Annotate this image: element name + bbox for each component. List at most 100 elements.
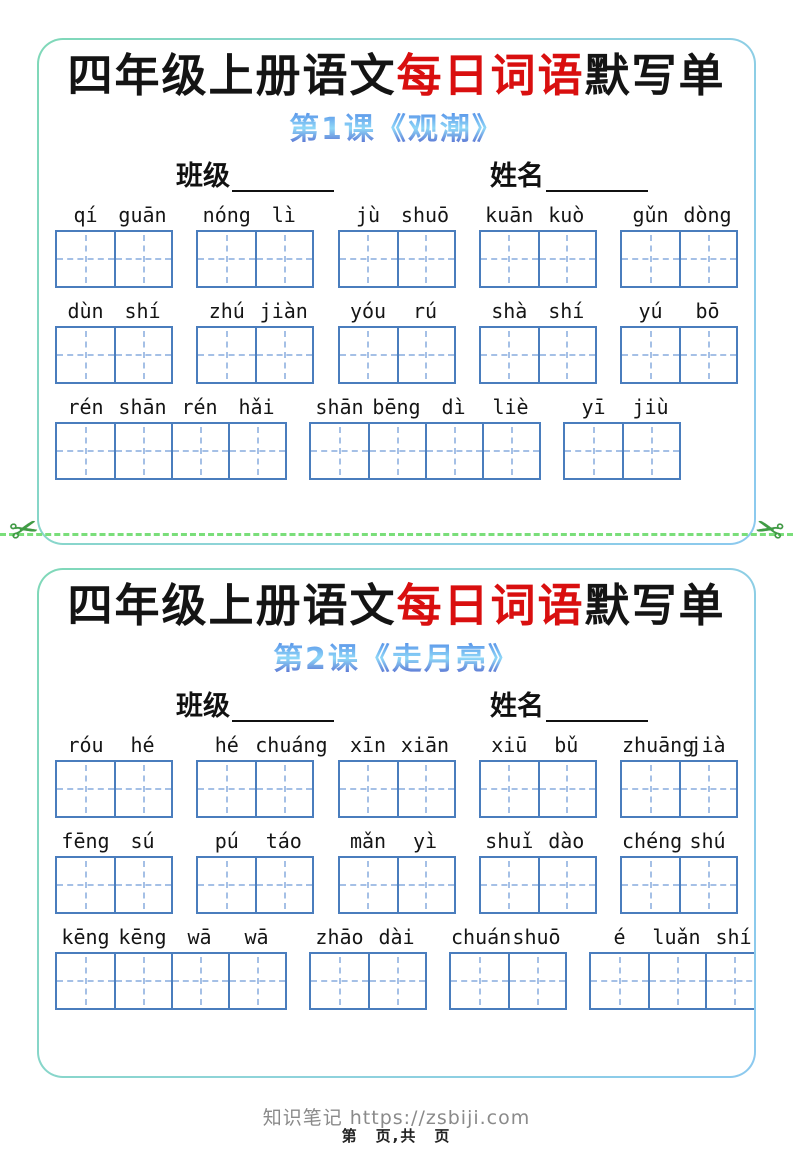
writing-cell [339, 762, 397, 816]
pinyin-label: nóng lì [198, 203, 314, 227]
writing-cell [396, 857, 454, 912]
pinyin-syllable: xīn [349, 732, 387, 757]
word-row: kēng kēng wā wā zhāo dài chuán shuō é luǎn shí [55, 924, 754, 1010]
word-block: yóu rú [337, 298, 456, 384]
word-block: rén shān rén hǎi [55, 395, 287, 480]
pinyin-label: kuān kuò [481, 203, 597, 227]
pinyin-syllable: chuán [451, 924, 512, 949]
word-block: xīn xiān [337, 732, 456, 818]
writing-cell [255, 231, 313, 286]
pinyin-syllable: kēng [118, 924, 167, 949]
word-row: dùn shí zhú jiàn yóu rú shà shí yú bō [55, 299, 738, 384]
pinyin-syllable: rén [67, 394, 104, 419]
writing-grid [563, 421, 681, 480]
pinyin-syllable: yì [412, 828, 438, 853]
name-blank-line [546, 162, 648, 192]
pinyin-label: xiū bǔ [481, 733, 597, 757]
name-label: 姓名 [490, 161, 544, 193]
writing-cell [537, 231, 595, 286]
pinyin-syllable: pú [214, 828, 239, 853]
word-block: chéng shú [620, 829, 738, 914]
lesson-subtitle: 第1课《观潮》 [55, 104, 738, 148]
word-block: shuǐ dào [478, 829, 597, 914]
writing-cell [396, 327, 454, 382]
word-block: hé chuáng [196, 732, 328, 818]
pinyin-label: rén shān rén hǎi [57, 395, 287, 419]
writing-grid [589, 951, 754, 1010]
writing-cell [114, 231, 171, 286]
name-label: 姓名 [490, 691, 544, 723]
pinyin-syllable: hǎi [238, 394, 275, 419]
pinyin-syllable: chuáng [255, 732, 328, 757]
pinyin-syllable: gǔn [632, 202, 669, 227]
word-grid-rows: róu hé hé chuáng xīn xiān xiū bǔ zhuāng jià fēng sú… [55, 732, 754, 1010]
writing-cell [114, 327, 171, 382]
pinyin-syllable: rú [412, 298, 438, 323]
writing-cell [622, 858, 679, 912]
worksheet-card-inner: 四年级上册语文每日词语默写单 第2课《走月亮》 班级 姓名 róu hé hé chu… [39, 570, 754, 1076]
word-row: qí guān nóng lì jù shuō kuān kuò gǔn dòng [55, 203, 738, 288]
pinyin-syllable: shí [124, 298, 161, 323]
writing-grid [478, 855, 597, 914]
writing-cell [622, 762, 679, 816]
pinyin-label: zhú jiàn [198, 299, 314, 323]
writing-grid [196, 229, 315, 288]
writing-grid [478, 759, 597, 818]
writing-cell [198, 858, 256, 912]
writing-cell [339, 232, 397, 286]
student-info-row: 班级 姓名 [55, 686, 738, 722]
writing-cell [255, 761, 313, 816]
name-field: 姓名 [490, 692, 648, 722]
pinyin-label: zhuāng jià [622, 733, 738, 757]
word-block: gǔn dòng [620, 203, 738, 288]
writing-grid [196, 855, 315, 914]
pinyin-syllable: zhú [208, 298, 245, 323]
worksheet-title: 四年级上册语文每日词语默写单 [55, 580, 738, 632]
writing-cell [198, 762, 256, 816]
writing-cell [537, 761, 595, 816]
writing-grid [309, 951, 427, 1010]
title-suffix: 默写单 [584, 49, 726, 102]
writing-grid [337, 325, 456, 384]
pinyin-label: yī jiù [565, 395, 681, 419]
pinyin-syllable: nóng [202, 202, 251, 227]
pinyin-label: hé chuáng [198, 732, 328, 757]
word-block: chuán shuō [449, 925, 567, 1010]
writing-cell [648, 953, 705, 1008]
student-info-row: 班级 姓名 [55, 156, 738, 192]
word-block: kēng kēng wā wā [55, 925, 287, 1010]
dashed-cut-line [0, 533, 793, 536]
writing-cell [537, 327, 595, 382]
pinyin-label: pú táo [198, 829, 314, 853]
writing-grid [620, 229, 738, 288]
pinyin-label: jù shuō [340, 203, 456, 227]
class-field: 班级 [176, 692, 334, 722]
pinyin-syllable: shú [689, 828, 726, 853]
writing-cell [396, 231, 454, 286]
writing-grid [620, 325, 738, 384]
word-block: zhú jiàn [196, 299, 315, 384]
class-blank-line [232, 692, 334, 722]
pinyin-syllable: é [613, 924, 626, 949]
pinyin-syllable: chéng [622, 828, 683, 853]
word-grid-rows: qí guān nóng lì jù shuō kuān kuò gǔn dòng dùn shí zh… [55, 203, 738, 480]
writing-cell [480, 232, 538, 286]
word-block: fēng sú [55, 829, 173, 914]
pinyin-syllable: luǎn [652, 924, 701, 949]
scissors-icon: ✂ [750, 507, 788, 553]
pinyin-syllable: mǎn [349, 828, 387, 853]
class-label: 班级 [176, 161, 230, 193]
word-block: yī jiù [563, 395, 681, 480]
pinyin-syllable: xiū [491, 732, 528, 757]
pinyin-syllable: jiàn [259, 298, 308, 323]
pinyin-syllable: táo [265, 828, 302, 853]
writing-cell [482, 423, 539, 478]
writing-cell [339, 858, 397, 912]
pinyin-syllable: hé [130, 732, 155, 757]
writing-cell [480, 762, 538, 816]
class-blank-line [232, 162, 334, 192]
writing-cell [114, 761, 171, 816]
writing-cell [311, 424, 368, 478]
pinyin-syllable: shí [715, 924, 752, 949]
writing-grid [620, 855, 738, 914]
